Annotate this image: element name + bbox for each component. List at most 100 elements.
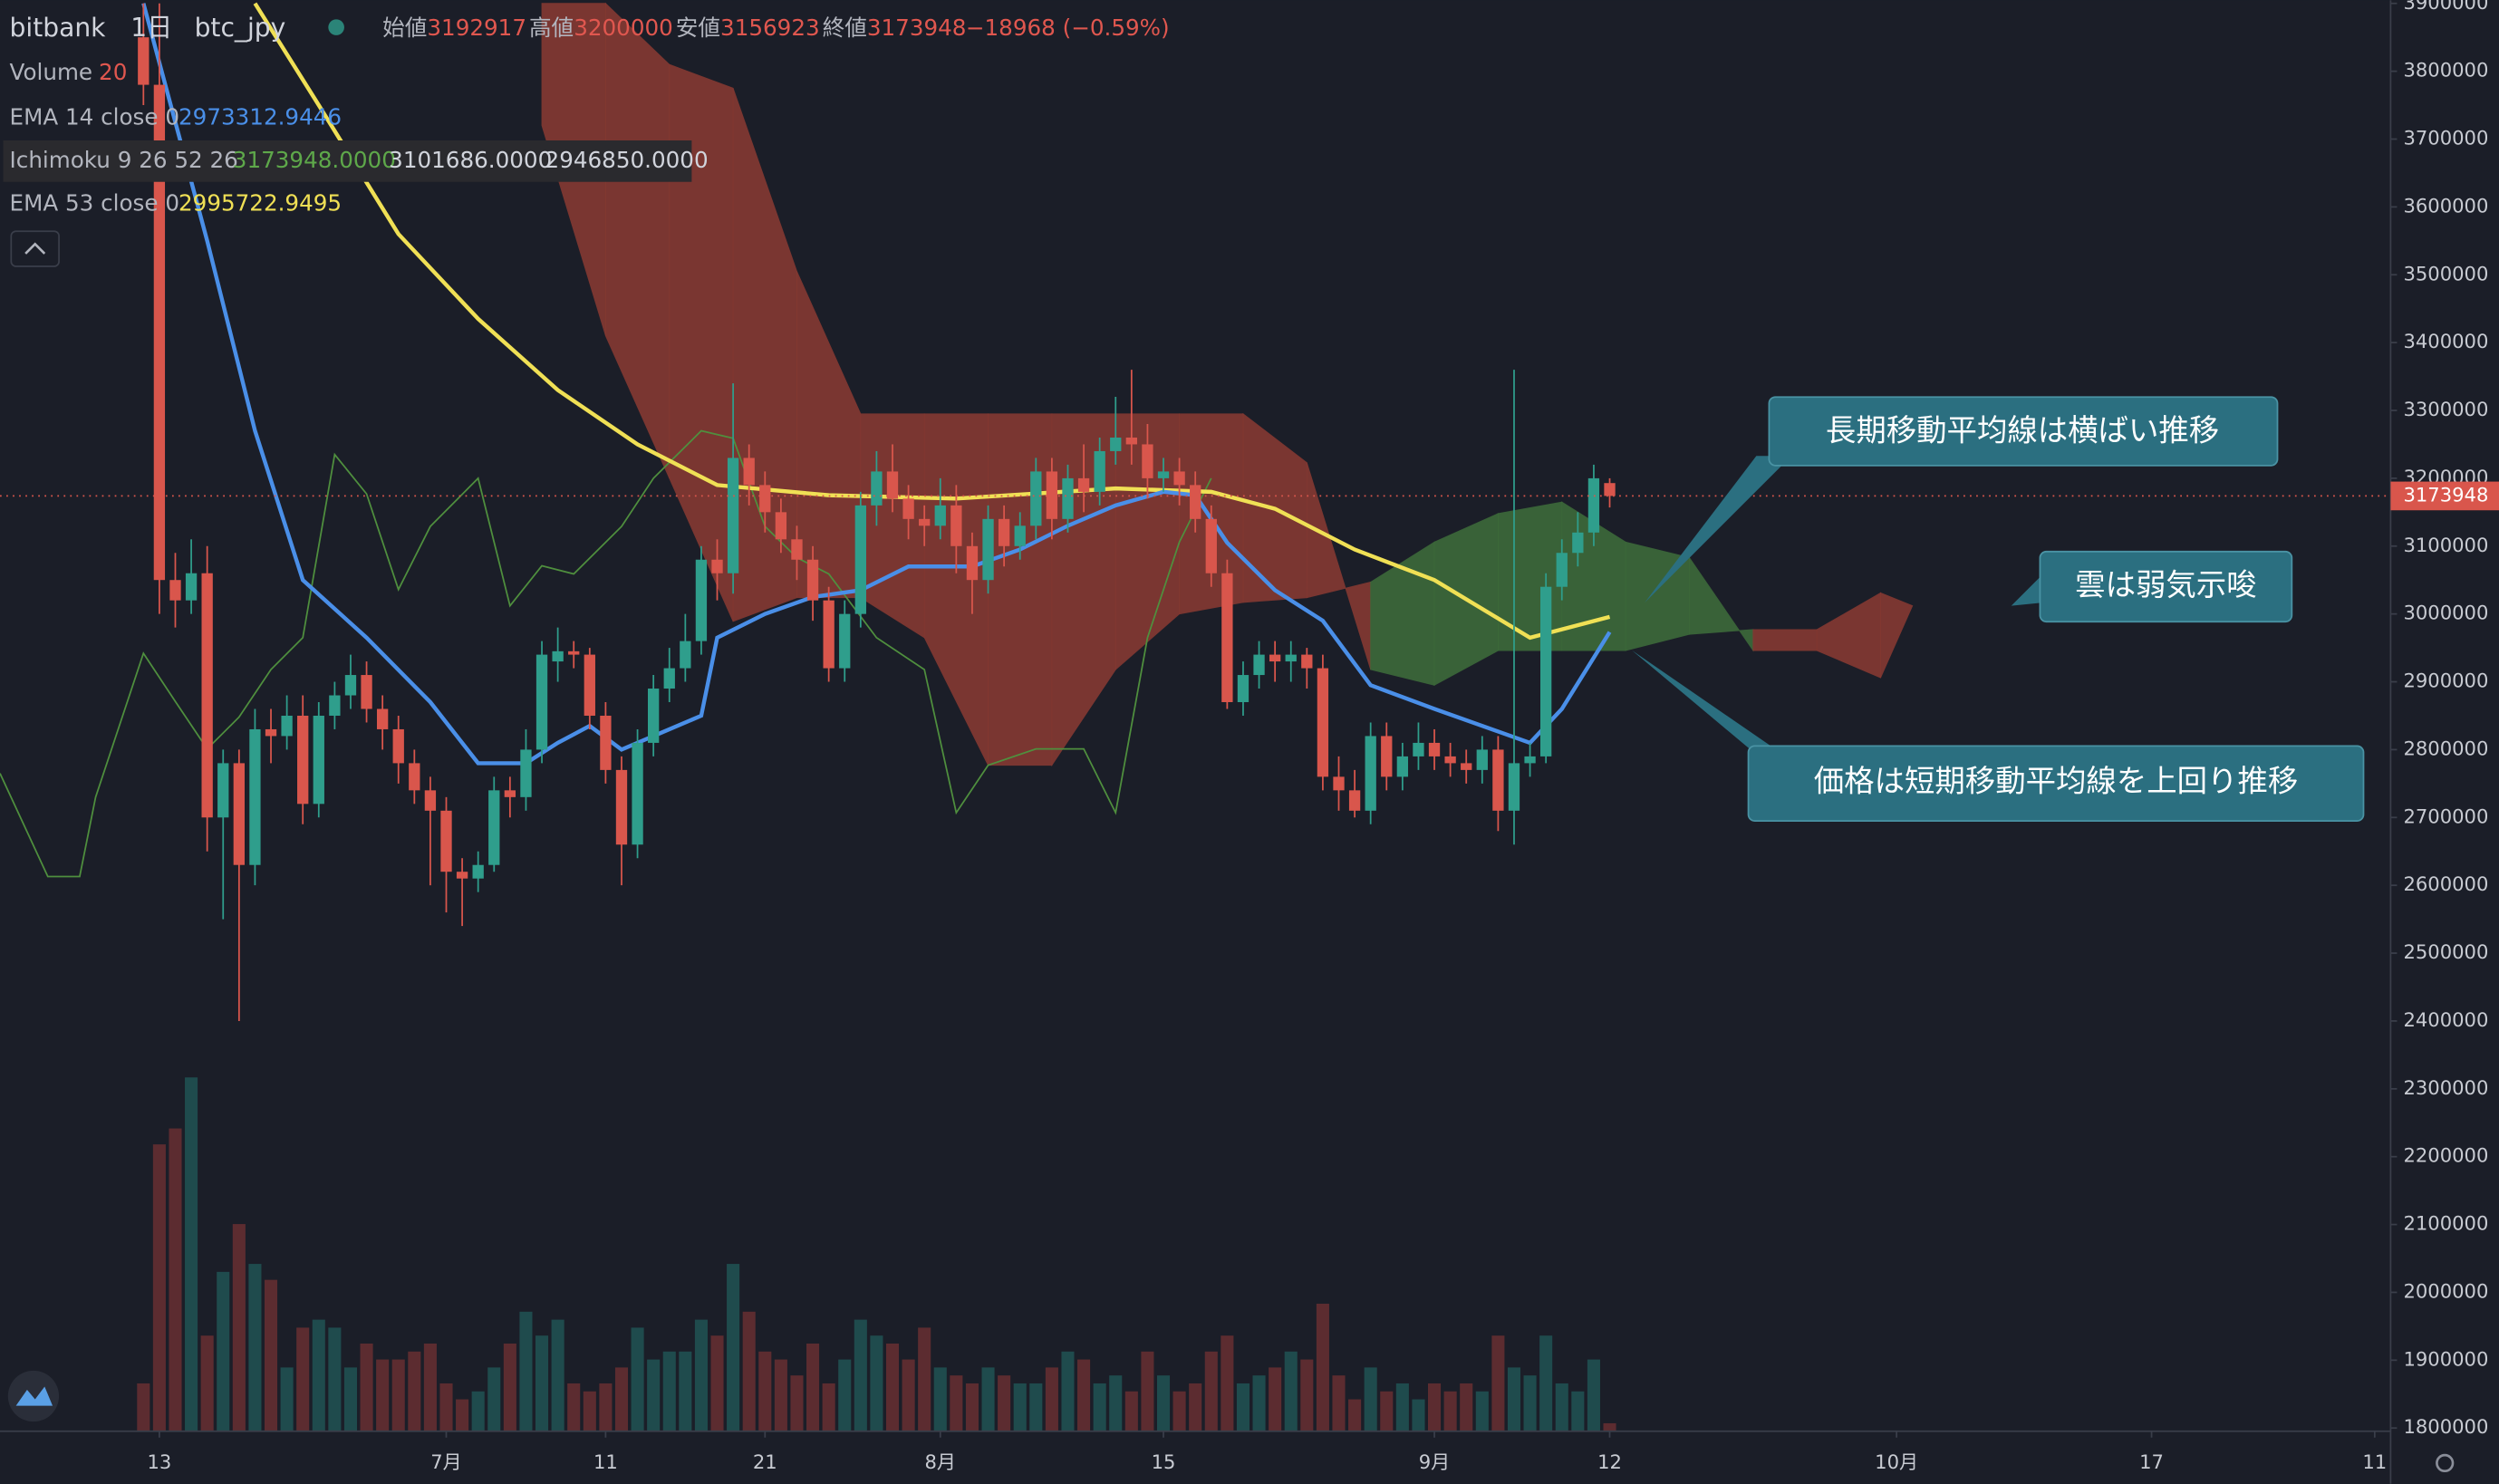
- volume-bar: [662, 1351, 676, 1431]
- candle-body: [1348, 790, 1361, 811]
- candle-body: [1604, 483, 1616, 496]
- volume-bar: [870, 1335, 883, 1431]
- candle-body: [265, 728, 277, 737]
- y-tick-label: 3000000: [2403, 602, 2488, 624]
- candle-body: [1508, 763, 1520, 811]
- candle-body: [854, 505, 866, 614]
- legend-name[interactable]: Volume: [10, 59, 93, 85]
- volume-bar: [1603, 1422, 1616, 1431]
- candle-body: [361, 675, 372, 709]
- callout-text: 雲は弱気示唆: [2075, 567, 2256, 602]
- logo[interactable]: [7, 1370, 60, 1422]
- volume-bar: [1284, 1351, 1298, 1431]
- volume-bar: [248, 1264, 262, 1431]
- legend-value: 3101686.0000: [389, 147, 552, 173]
- volume-bar: [503, 1343, 516, 1431]
- legend-value: 2995722.9495: [178, 189, 342, 216]
- candle-body: [1301, 654, 1313, 669]
- callouts: 長期移動平均線は横ばい推移 雲は弱気示唆 価格は短期移動平均線を上回り推移: [1632, 396, 2365, 822]
- volume-bar: [169, 1128, 182, 1431]
- candle-body: [711, 559, 723, 573]
- volume-bar: [742, 1311, 756, 1431]
- candle-body: [217, 763, 229, 818]
- x-tick-label: 8月: [925, 1450, 957, 1473]
- legend-value: 2973312.9446: [178, 103, 342, 130]
- legend-value: 2946850.0000: [545, 147, 709, 173]
- y-tick-label: 2800000: [2403, 737, 2488, 759]
- volume-bar: [328, 1327, 342, 1431]
- candle-body: [409, 763, 420, 791]
- cloud-segment: [1497, 501, 1563, 651]
- y-tick-label: 3400000: [2403, 330, 2488, 352]
- volume-bar: [1029, 1383, 1043, 1431]
- x-tick-label: 7月: [430, 1450, 462, 1473]
- volume-bar: [343, 1367, 357, 1431]
- candle-body: [1524, 756, 1536, 764]
- ohlc-value: 3192917: [427, 14, 526, 41]
- candle-body: [759, 485, 771, 513]
- volume-bar: [854, 1319, 867, 1431]
- volume-bar: [981, 1367, 995, 1431]
- volume-bar: [1156, 1375, 1171, 1431]
- candle-body: [536, 654, 548, 750]
- candle-body: [1062, 477, 1074, 519]
- volume-bar: [1380, 1391, 1394, 1431]
- candle-body: [584, 654, 595, 716]
- y-tick-label: 3500000: [2403, 262, 2488, 284]
- volume-bar: [1077, 1359, 1091, 1431]
- candle-body: [552, 650, 564, 662]
- y-tick-label: 3100000: [2403, 534, 2488, 556]
- callout-box: [1747, 745, 2365, 822]
- candle-body: [1556, 553, 1568, 587]
- candle-body: [680, 641, 691, 669]
- volume-bar: [1236, 1383, 1250, 1431]
- candle-body: [1317, 668, 1329, 777]
- chevron-icon: [24, 242, 46, 255]
- volume-bar: [471, 1391, 485, 1431]
- candle-body: [1221, 573, 1233, 703]
- candle-body: [1285, 654, 1297, 662]
- candle-body: [1572, 532, 1584, 554]
- interval[interactable]: 1日: [130, 13, 172, 43]
- callout-box: [2039, 550, 2293, 623]
- settings-icon[interactable]: [2436, 1453, 2455, 1473]
- candle-body: [488, 790, 500, 865]
- volume-bar: [1507, 1367, 1521, 1431]
- collapse-button[interactable]: [10, 230, 60, 267]
- volume-bar: [217, 1271, 230, 1431]
- x-tick-label: 15: [1152, 1450, 1176, 1473]
- volume-bar: [264, 1279, 278, 1431]
- symbol[interactable]: btc_jpy: [195, 13, 286, 43]
- x-tick-label: 10月: [1875, 1450, 1918, 1473]
- legend-name[interactable]: Ichimoku 9 26 52 26: [10, 147, 238, 173]
- candle-body: [1077, 477, 1090, 492]
- y-tick-label: 1800000: [2403, 1415, 2488, 1438]
- candle-body: [344, 675, 357, 696]
- candle-body: [1237, 675, 1250, 703]
- volume-bar: [631, 1327, 644, 1431]
- volume-bar: [1412, 1399, 1425, 1431]
- volume-bar: [536, 1335, 549, 1431]
- legend-highlight: [3, 140, 692, 182]
- legend-name[interactable]: EMA 14 close 0: [10, 103, 179, 130]
- candle-body: [663, 668, 675, 689]
- legend-name[interactable]: EMA 53 close 0: [10, 189, 179, 216]
- candle-body: [902, 498, 914, 519]
- x-tick-label: 17: [2139, 1450, 2164, 1473]
- volume-bar: [885, 1343, 900, 1431]
- candle-body: [1381, 736, 1393, 777]
- candle-body: [281, 715, 293, 737]
- volume-bar: [998, 1375, 1011, 1431]
- axes: 1800000 1900000 2000000 2100000 2200000 23000…: [147, 0, 2499, 1473]
- candle-body: [138, 37, 150, 85]
- volume-bar: [1269, 1367, 1282, 1431]
- volume-bar: [423, 1343, 437, 1431]
- volume-bar: [710, 1335, 724, 1431]
- candle-body: [1094, 450, 1105, 492]
- volume-bar: [296, 1327, 310, 1431]
- volume-bar: [1204, 1351, 1218, 1431]
- candle-body: [727, 458, 739, 573]
- callout-pointer: [1632, 650, 1776, 749]
- candle-body: [1333, 776, 1345, 791]
- volume-bar: [1460, 1383, 1473, 1431]
